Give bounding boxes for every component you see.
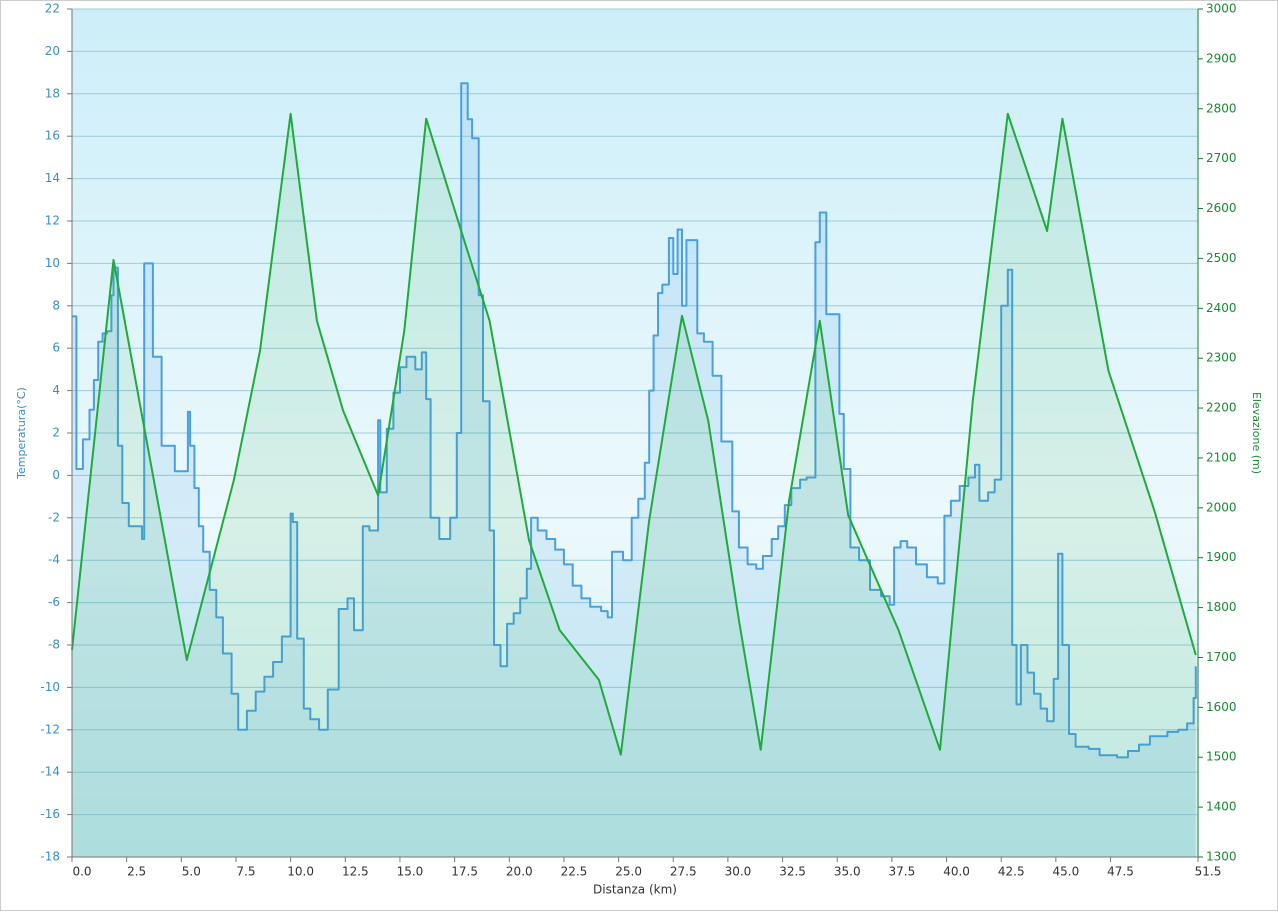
y2-tick-label: 1900 [1206, 550, 1237, 564]
y2-tick-label: 1600 [1206, 700, 1237, 714]
x-tick-label: 5.0 [182, 865, 201, 879]
x-tick-label: 15.0 [397, 865, 424, 879]
x-tick-label: 32.5 [779, 865, 806, 879]
y-tick-label: -2 [48, 510, 60, 524]
x-tick-label: 42.5 [998, 865, 1025, 879]
x-tick-label: 7.5 [236, 865, 255, 879]
x-tick-label: 45.0 [1053, 865, 1080, 879]
y-tick-label: 12 [45, 214, 60, 228]
y-tick-label: 6 [52, 341, 60, 355]
y-tick-label: -8 [48, 638, 60, 652]
y-tick-label: 16 [45, 129, 60, 143]
x-tick-label: 37.5 [889, 865, 916, 879]
y-tick-label: 22 [45, 2, 60, 16]
y-tick-label: -10 [40, 680, 60, 694]
x-tick-label: 40.0 [943, 865, 970, 879]
y2-tick-label: 1500 [1206, 750, 1237, 764]
y2-tick-label: 2100 [1206, 450, 1237, 464]
x-tick-label: 20.0 [506, 865, 533, 879]
y2-tick-label: 2300 [1206, 351, 1237, 365]
x-tick-label: 25.0 [615, 865, 642, 879]
y-tick-label: 2 [52, 426, 60, 440]
y-tick-label: 14 [45, 171, 60, 185]
y2-tick-label: 2600 [1206, 201, 1237, 215]
x-tick-label: 35.0 [834, 865, 861, 879]
y2-tick-label: 1400 [1206, 800, 1237, 814]
y2-tick-label: 2700 [1206, 151, 1237, 165]
y2-tick-label: 2800 [1206, 101, 1237, 115]
x-tick-label: 2.5 [127, 865, 146, 879]
y-tick-label: 0 [52, 468, 60, 482]
y-tick-label: 10 [45, 256, 60, 270]
series-line [71, 112, 1197, 756]
y2-tick-label: 1300 [1206, 850, 1237, 864]
y-tick-label: -14 [40, 765, 60, 779]
x-tick-label: 10.0 [287, 865, 314, 879]
y2-tick-label: 2200 [1206, 401, 1237, 415]
y-tick-label: -18 [40, 850, 60, 864]
x-tick-label: 47.5 [1107, 865, 1134, 879]
y2-tick-label: 3000 [1206, 2, 1237, 16]
x-tick-label: 17.5 [451, 865, 478, 879]
y2-tick-label: 2500 [1206, 251, 1237, 265]
x-axis-label: Distanza (km) [593, 883, 677, 897]
x-tick-label: 27.5 [670, 865, 697, 879]
series-area [72, 113, 1196, 858]
y-axis-label: Temperatura(°C) [15, 387, 28, 480]
y2-tick-label: 2400 [1206, 301, 1237, 315]
y-tick-label: 4 [52, 383, 60, 397]
x-tick-label: 51.5 [1195, 865, 1222, 879]
x-tick-label: 12.5 [342, 865, 369, 879]
y-tick-label: 8 [52, 298, 60, 312]
x-tick-label: 30.0 [725, 865, 752, 879]
y-tick-label: -6 [48, 595, 60, 609]
y2-tick-label: 1800 [1206, 600, 1237, 614]
series-line [72, 82, 1197, 759]
y2-tick-label: 2000 [1206, 500, 1237, 514]
y-tick-label: -4 [48, 553, 60, 567]
y-tick-label: 20 [45, 44, 60, 58]
y2-axis-label: Elevazione (m) [1250, 392, 1263, 474]
x-tick-label: 0.0 [72, 865, 91, 879]
y-tick-label: 18 [45, 86, 60, 100]
y2-tick-label: 1700 [1206, 650, 1237, 664]
x-tick-label: 22.5 [561, 865, 588, 879]
y-tick-label: -16 [40, 807, 60, 821]
y-tick-label: -12 [40, 722, 60, 736]
y2-tick-label: 2900 [1206, 51, 1237, 65]
series-area [72, 83, 1196, 857]
